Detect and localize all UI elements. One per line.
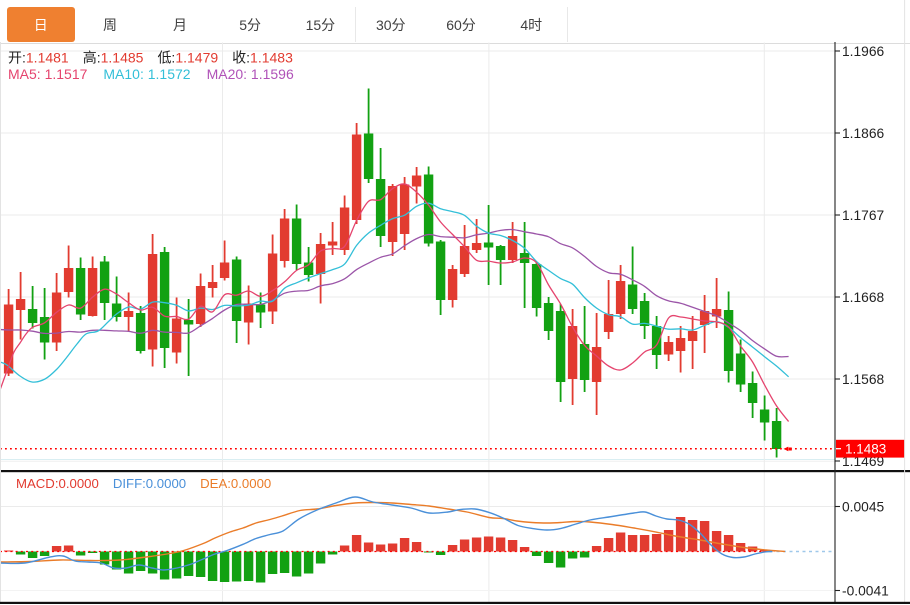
svg-text:0.0045: 0.0045 bbox=[842, 500, 885, 515]
svg-text:1.1668: 1.1668 bbox=[842, 290, 885, 305]
svg-text:-0.0041: -0.0041 bbox=[842, 584, 889, 599]
svg-text:1.1966: 1.1966 bbox=[842, 44, 885, 59]
svg-text:1.1767: 1.1767 bbox=[842, 208, 884, 223]
svg-text:1.1568: 1.1568 bbox=[842, 372, 885, 387]
svg-text:1.1469: 1.1469 bbox=[842, 454, 885, 469]
svg-text:1.1483: 1.1483 bbox=[845, 442, 886, 457]
svg-text:1.1866: 1.1866 bbox=[842, 126, 885, 141]
